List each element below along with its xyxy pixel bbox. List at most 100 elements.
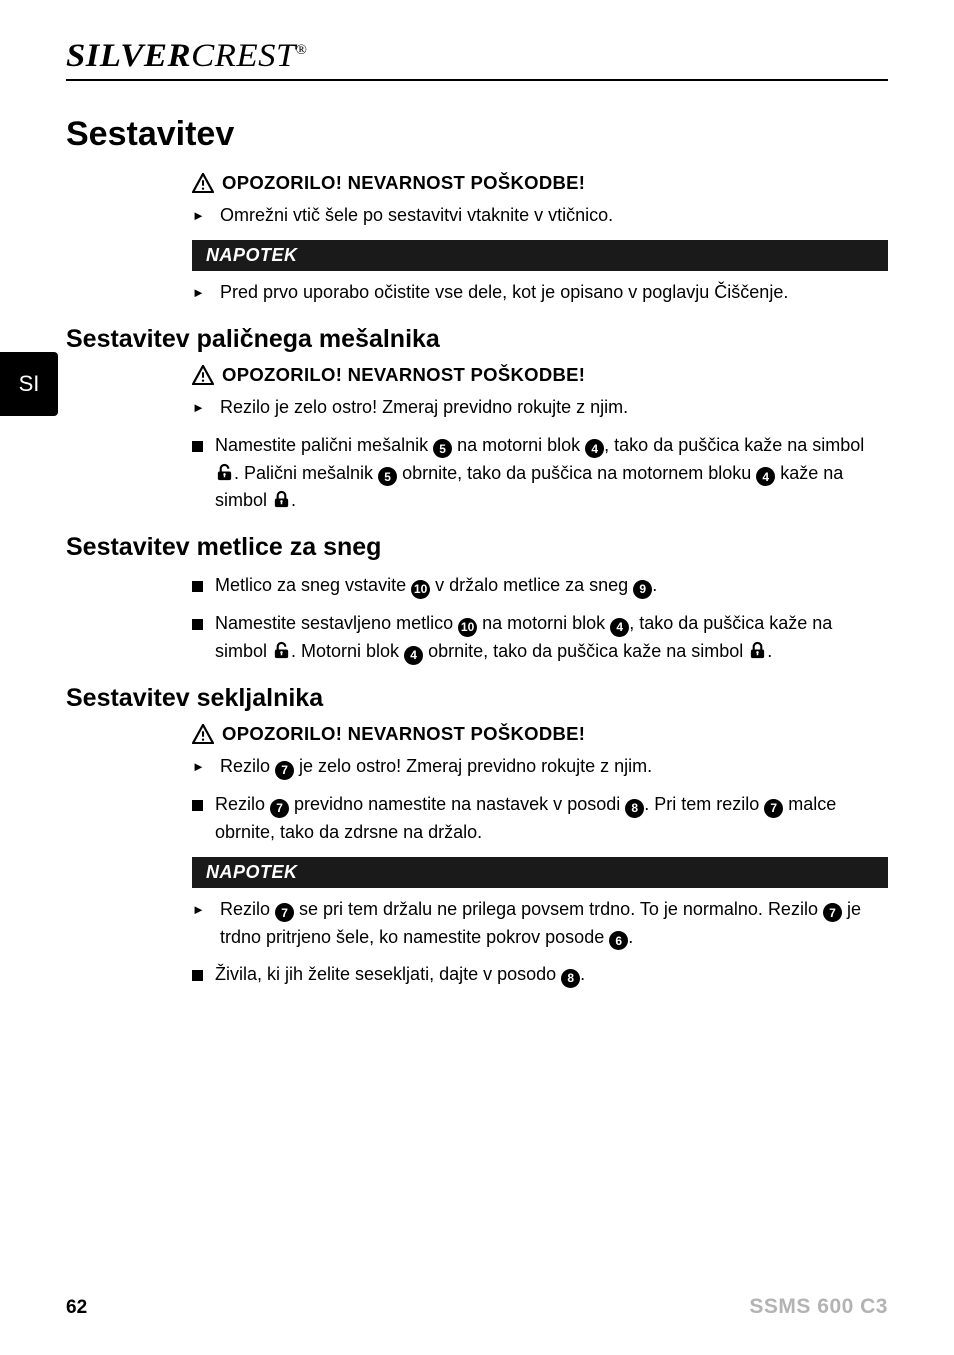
ref-7-icon: 7 xyxy=(275,761,294,780)
section-1-title: Sestavitev paličnega mešalnika xyxy=(66,325,888,354)
t: v držalo metlice za sneg xyxy=(430,575,633,595)
ref-7-icon: 7 xyxy=(275,903,294,922)
unlock-icon xyxy=(215,463,234,482)
sec1-bullet-1: ► Rezilo je zelo ostro! Zmeraj previdno … xyxy=(192,394,888,422)
rule-top xyxy=(66,79,888,81)
ref-6-icon: 6 xyxy=(609,931,628,950)
side-tab: SI xyxy=(0,352,58,416)
note-1-bullet-1-text: Pred prvo uporabo očistite vse dele, kot… xyxy=(220,279,888,307)
t: previdno namestite na nastavek v posodi xyxy=(289,794,625,814)
sec1-bullet-2: Namestite palični mešalnik 5 na motorni … xyxy=(192,432,888,516)
note-bar-2: NAPOTEK xyxy=(192,857,888,888)
play-bullet-icon: ► xyxy=(192,896,208,923)
ref-5-icon: 5 xyxy=(378,467,397,486)
warning-3: OPOZORILO! NEVARNOST POŠKODBE! xyxy=(192,723,888,745)
t: . xyxy=(628,927,633,947)
model-code: SSMS 600 C3 xyxy=(749,1295,888,1319)
t: obrnite, tako da puščica na motornem blo… xyxy=(397,463,756,483)
unlock-icon xyxy=(272,641,291,660)
sec3-bullet-1: ► Rezilo 7 je zelo ostro! Zmeraj previdn… xyxy=(192,753,888,781)
warning-1-bullet-1: ► Omrežni vtič šele po sestavitvi vtakni… xyxy=(192,202,888,230)
lock-icon xyxy=(748,641,767,660)
brand-reg: ® xyxy=(296,43,308,58)
footer: 62 SSMS 600 C3 xyxy=(66,1295,888,1319)
note-bar-1: NAPOTEK xyxy=(192,240,888,271)
square-bullet-icon xyxy=(192,619,203,630)
ref-8-icon: 8 xyxy=(625,799,644,818)
sec3-bullet-3-text: Živila, ki jih želite sesekljati, dajte … xyxy=(215,961,888,989)
ref-9-icon: 9 xyxy=(633,580,652,599)
lock-icon xyxy=(272,490,291,509)
t: obrnite, tako da puščica kaže na simbol xyxy=(423,641,748,661)
ref-7-icon: 7 xyxy=(270,799,289,818)
note-2-bullet-1-text: Rezilo 7 se pri tem držalu ne prilega po… xyxy=(220,896,888,952)
warning-triangle-icon xyxy=(192,724,214,744)
t: , tako da puščica kaže na simbol xyxy=(604,435,864,455)
t: je zelo ostro! Zmeraj previdno rokujte z… xyxy=(294,756,652,776)
sec3-bullet-2-text: Rezilo 7 previdno namestite na nastavek … xyxy=(215,791,888,847)
t: . xyxy=(767,641,772,661)
section-3-content: OPOZORILO! NEVARNOST POŠKODBE! ► Rezilo … xyxy=(192,723,888,989)
t: . Motorni blok xyxy=(291,641,404,661)
square-bullet-icon xyxy=(192,800,203,811)
t: Metlico za sneg vstavite xyxy=(215,575,411,595)
ref-7-icon: 7 xyxy=(764,799,783,818)
warning-1: OPOZORILO! NEVARNOST POŠKODBE! xyxy=(192,172,888,194)
ref-4-icon: 4 xyxy=(404,646,423,665)
warning-triangle-icon xyxy=(192,365,214,385)
sec1-bullet-1-text: Rezilo je zelo ostro! Zmeraj previdno ro… xyxy=(220,394,888,422)
ref-4-icon: 4 xyxy=(756,467,775,486)
t: Rezilo xyxy=(220,899,275,919)
sec2-bullet-1: Metlico za sneg vstavite 10 v držalo met… xyxy=(192,572,888,600)
ref-7-icon: 7 xyxy=(823,903,842,922)
t: Namestite palični mešalnik xyxy=(215,435,433,455)
warning-1-text: OPOZORILO! NEVARNOST POŠKODBE! xyxy=(222,172,585,194)
square-bullet-icon xyxy=(192,441,203,452)
note-1-bullet-1: ► Pred prvo uporabo očistite vse dele, k… xyxy=(192,279,888,307)
t: na motorni blok xyxy=(477,613,610,633)
sec3-bullet-1-text: Rezilo 7 je zelo ostro! Zmeraj previdno … xyxy=(220,753,888,781)
t: . xyxy=(291,490,296,510)
content: OPOZORILO! NEVARNOST POŠKODBE! ► Omrežni… xyxy=(192,172,888,307)
section-2-title: Sestavitev metlice za sneg xyxy=(66,533,888,562)
warning-3-text: OPOZORILO! NEVARNOST POŠKODBE! xyxy=(222,723,585,745)
t: Namestite sestavljeno metlico xyxy=(215,613,458,633)
t: . Pri tem rezilo xyxy=(644,794,764,814)
brand-light: CREST xyxy=(191,38,296,74)
sec3-bullet-2: Rezilo 7 previdno namestite na nastavek … xyxy=(192,791,888,847)
t: . Palični mešalnik xyxy=(234,463,378,483)
play-bullet-icon: ► xyxy=(192,202,208,229)
brand-strong: SILVER xyxy=(66,38,191,74)
warning-1-bullet-1-text: Omrežni vtič šele po sestavitvi vtaknite… xyxy=(220,202,888,230)
play-bullet-icon: ► xyxy=(192,394,208,421)
ref-5-icon: 5 xyxy=(433,439,452,458)
sec2-bullet-2: Namestite sestavljeno metlico 10 na moto… xyxy=(192,610,888,666)
t: se pri tem držalu ne prilega povsem trdn… xyxy=(294,899,823,919)
section-3-title: Sestavitev sekljalnika xyxy=(66,684,888,713)
sec3-bullet-3: Živila, ki jih želite sesekljati, dajte … xyxy=(192,961,888,989)
warning-triangle-icon xyxy=(192,173,214,193)
square-bullet-icon xyxy=(192,970,203,981)
sec1-bullet-2-text: Namestite palični mešalnik 5 na motorni … xyxy=(215,432,888,516)
ref-4-icon: 4 xyxy=(585,439,604,458)
page: SILVERCREST® Sestavitev OPOZORILO! NEVAR… xyxy=(0,0,954,989)
play-bullet-icon: ► xyxy=(192,279,208,306)
ref-10-icon: 10 xyxy=(458,618,477,637)
warning-2: OPOZORILO! NEVARNOST POŠKODBE! xyxy=(192,364,888,386)
t: . xyxy=(652,575,657,595)
sec2-bullet-1-text: Metlico za sneg vstavite 10 v držalo met… xyxy=(215,572,888,600)
t: . xyxy=(580,964,585,984)
warning-2-text: OPOZORILO! NEVARNOST POŠKODBE! xyxy=(222,364,585,386)
section-1-content: OPOZORILO! NEVARNOST POŠKODBE! ► Rezilo … xyxy=(192,364,888,516)
t: Rezilo xyxy=(215,794,270,814)
ref-10-icon: 10 xyxy=(411,580,430,599)
t: Živila, ki jih želite sesekljati, dajte … xyxy=(215,964,561,984)
page-number: 62 xyxy=(66,1297,87,1319)
play-bullet-icon: ► xyxy=(192,753,208,780)
note-2-bullet-1: ► Rezilo 7 se pri tem držalu ne prilega … xyxy=(192,896,888,952)
section-2-content: Metlico za sneg vstavite 10 v držalo met… xyxy=(192,572,888,666)
t: na motorni blok xyxy=(452,435,585,455)
brand-logo: SILVERCREST® xyxy=(66,38,929,75)
ref-4-icon: 4 xyxy=(610,618,629,637)
sec2-bullet-2-text: Namestite sestavljeno metlico 10 na moto… xyxy=(215,610,888,666)
